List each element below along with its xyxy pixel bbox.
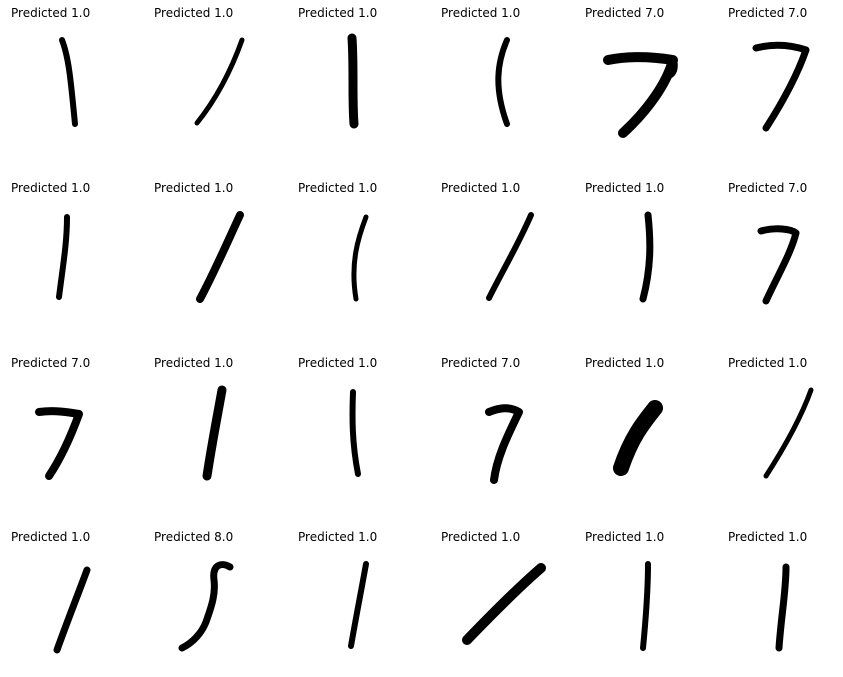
digit-panel: Predicted 1.0 (298, 175, 428, 315)
digit-panel: Predicted 1.0 (298, 0, 428, 140)
digit-image (347, 33, 359, 129)
digit-image (775, 563, 790, 652)
digit-panel: Predicted 1.0 (585, 524, 715, 664)
panel-title: Predicted 7.0 (728, 6, 808, 20)
digit-stroke (462, 563, 546, 645)
digit-stroke (59, 37, 78, 127)
digit-image (56, 214, 70, 300)
digit-stroke (757, 225, 800, 305)
panel-title: Predicted 7.0 (11, 356, 91, 370)
panel-title: Predicted 1.0 (728, 356, 808, 370)
digit-panel: Predicted 1.0 (441, 0, 571, 140)
digit-image (613, 400, 663, 476)
digit-stroke (56, 214, 70, 300)
digit-panel: Predicted 7.0 (728, 175, 843, 315)
digit-stroke (202, 385, 227, 481)
digit-image (485, 404, 523, 484)
digit-panel: Predicted 8.0 (154, 524, 284, 664)
panel-title: Predicted 7.0 (585, 6, 665, 20)
digit-panel: Predicted 7.0 (585, 0, 715, 140)
digit-panel: Predicted 1.0 (11, 175, 141, 315)
digit-stroke (613, 400, 663, 476)
panel-title: Predicted 7.0 (728, 181, 808, 195)
digit-stroke (178, 561, 234, 652)
digit-image (348, 561, 369, 649)
digit-panel: Predicted 1.0 (441, 524, 571, 664)
digit-image (349, 389, 361, 477)
panel-title: Predicted 1.0 (441, 6, 521, 20)
panel-title: Predicted 7.0 (441, 356, 521, 370)
panel-title: Predicted 1.0 (298, 6, 378, 20)
panel-title: Predicted 1.0 (11, 530, 91, 544)
digit-image (639, 211, 654, 303)
panel-title: Predicted 1.0 (11, 6, 91, 20)
digit-stroke (347, 33, 359, 129)
panel-title: Predicted 1.0 (585, 530, 665, 544)
digit-image (202, 385, 227, 481)
digit-image (196, 211, 244, 303)
digit-image (763, 387, 814, 479)
digit-panel: Predicted 1.0 (154, 0, 284, 140)
panel-title: Predicted 8.0 (154, 530, 234, 544)
digit-stroke (763, 387, 814, 479)
digit-image (59, 37, 78, 127)
digit-image (35, 407, 83, 480)
panel-title: Predicted 1.0 (154, 181, 234, 195)
digit-stroke (351, 214, 369, 302)
digit-panel: Predicted 1.0 (11, 524, 141, 664)
panel-title: Predicted 1.0 (298, 356, 378, 370)
digit-stroke (603, 52, 678, 138)
panel-title: Predicted 1.0 (298, 181, 378, 195)
digit-panel: Predicted 1.0 (154, 350, 284, 490)
digit-image (53, 566, 91, 654)
digit-stroke (486, 212, 534, 301)
digit-panel: Predicted 1.0 (298, 524, 428, 664)
digit-image (462, 563, 546, 645)
digit-stroke (348, 561, 369, 649)
digit-image (351, 214, 369, 302)
panel-title: Predicted 1.0 (11, 181, 91, 195)
digit-stroke (35, 407, 83, 480)
digit-stroke (752, 41, 810, 132)
panel-title: Predicted 1.0 (441, 181, 521, 195)
digit-panel: Predicted 1.0 (441, 175, 571, 315)
digit-stroke (485, 404, 523, 484)
digit-panel: Predicted 1.0 (585, 350, 715, 490)
digit-stroke (196, 211, 244, 303)
digit-stroke (665, 56, 678, 79)
digit-panel: Predicted 7.0 (11, 350, 141, 490)
digit-panel: Predicted 1.0 (728, 350, 843, 490)
digit-panel: Predicted 7.0 (441, 350, 571, 490)
digit-image (752, 41, 810, 132)
digit-stroke (349, 389, 361, 477)
digit-image (640, 561, 651, 651)
digit-stroke (775, 563, 790, 652)
panel-title: Predicted 1.0 (728, 530, 808, 544)
digit-stroke (495, 37, 510, 127)
panel-title: Predicted 1.0 (298, 530, 378, 544)
panel-title: Predicted 1.0 (154, 356, 234, 370)
panel-title: Predicted 1.0 (585, 181, 665, 195)
digit-panel: Predicted 1.0 (728, 524, 843, 664)
digit-panel: Predicted 1.0 (585, 175, 715, 315)
digit-stroke (53, 566, 91, 654)
digit-stroke (194, 37, 245, 126)
digit-image (495, 37, 510, 127)
panel-title: Predicted 1.0 (154, 6, 234, 20)
digit-image (178, 561, 234, 652)
panel-title: Predicted 1.0 (441, 530, 521, 544)
digit-panel: Predicted 7.0 (728, 0, 843, 140)
digit-stroke (640, 561, 651, 651)
digit-panel: Predicted 1.0 (154, 175, 284, 315)
digit-image (486, 212, 534, 301)
panel-title: Predicted 1.0 (585, 356, 665, 370)
digit-stroke (639, 211, 654, 303)
digit-panel: Predicted 1.0 (298, 350, 428, 490)
digit-image (603, 52, 678, 138)
digit-panel: Predicted 1.0 (11, 0, 141, 140)
digit-image (194, 37, 245, 126)
digit-image (757, 225, 800, 305)
